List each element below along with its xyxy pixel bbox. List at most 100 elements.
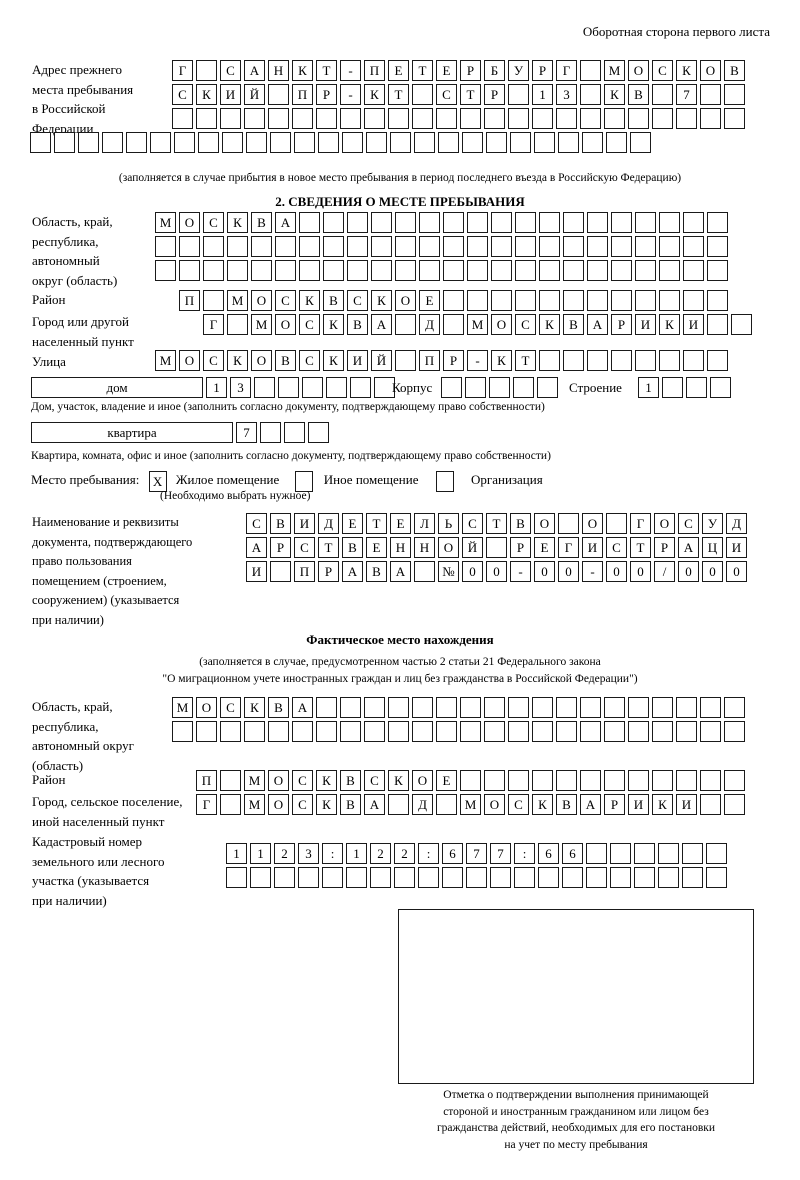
grid-cell[interactable]: 0 [702, 561, 723, 582]
grid-cell[interactable]: В [275, 350, 296, 371]
grid-cell[interactable]: В [251, 212, 272, 233]
grid-cell[interactable] [508, 697, 529, 718]
grid-cell[interactable] [198, 132, 219, 153]
grid-cell[interactable]: 7 [236, 422, 257, 443]
grid-cell[interactable]: К [371, 290, 392, 311]
grid-cell[interactable] [460, 108, 481, 129]
grid-cell[interactable]: А [364, 794, 385, 815]
grid-cell[interactable]: Т [460, 84, 481, 105]
grid-cell[interactable] [294, 132, 315, 153]
grid-cell[interactable] [659, 350, 680, 371]
grid-cell[interactable] [611, 212, 632, 233]
grid-cell[interactable] [508, 770, 529, 791]
grid-cell[interactable]: Т [366, 513, 387, 534]
grid-cell[interactable]: В [628, 84, 649, 105]
grid-cell[interactable]: Н [268, 60, 289, 81]
grid-cell[interactable] [587, 236, 608, 257]
checkbox-organizaciya[interactable] [435, 470, 454, 492]
grid-cell[interactable]: Д [318, 513, 339, 534]
grid-cell[interactable] [707, 236, 728, 257]
grid-cell[interactable]: И [628, 794, 649, 815]
grid-cell[interactable]: К [316, 794, 337, 815]
grid-cell[interactable] [514, 867, 535, 888]
grid-cell[interactable] [486, 537, 507, 558]
grid-cell[interactable] [340, 721, 361, 742]
grid-cell[interactable]: Р [318, 561, 339, 582]
grid-cell[interactable]: У [702, 513, 723, 534]
grid-cell[interactable] [707, 212, 728, 233]
grid-cell[interactable]: О [251, 290, 272, 311]
grid-cell[interactable] [484, 721, 505, 742]
grid-cell[interactable]: Т [318, 537, 339, 558]
grid-cell[interactable]: О [491, 314, 512, 335]
grid-cell[interactable]: С [606, 537, 627, 558]
grid-cell[interactable] [155, 260, 176, 281]
grid-cell[interactable] [652, 108, 673, 129]
grid-cell[interactable]: М [172, 697, 193, 718]
grid-cell[interactable]: И [726, 537, 747, 558]
grid-cell[interactable] [490, 867, 511, 888]
grid-cell[interactable]: В [724, 60, 745, 81]
grid-cell[interactable]: В [270, 513, 291, 534]
grid-cell[interactable]: 0 [462, 561, 483, 582]
grid-cell[interactable] [700, 721, 721, 742]
grid-cell[interactable] [724, 84, 745, 105]
grid-cell[interactable]: Т [388, 84, 409, 105]
grid-cell[interactable] [326, 377, 347, 398]
grid-cell[interactable]: К [316, 770, 337, 791]
grid-cell[interactable]: Ц [702, 537, 723, 558]
grid-cell[interactable]: А [292, 697, 313, 718]
grid-cell[interactable] [724, 770, 745, 791]
grid-cell[interactable] [658, 843, 679, 864]
grid-cell[interactable]: М [155, 212, 176, 233]
grid-cell[interactable]: И [582, 537, 603, 558]
grid-cell[interactable] [275, 236, 296, 257]
grid-cell[interactable] [537, 377, 558, 398]
grid-cell[interactable] [30, 132, 51, 153]
checkbox-zhiloe[interactable]: X [148, 470, 167, 492]
grid-cell[interactable]: 3 [556, 84, 577, 105]
grid-cell[interactable] [364, 108, 385, 129]
grid-cell[interactable] [510, 132, 531, 153]
grid-cell[interactable]: Р [443, 350, 464, 371]
grid-cell[interactable] [460, 770, 481, 791]
grid-cell[interactable] [371, 212, 392, 233]
grid-cell[interactable]: К [676, 60, 697, 81]
grid-cell[interactable] [724, 108, 745, 129]
grid-cell[interactable] [179, 260, 200, 281]
grid-cell[interactable]: Г [172, 60, 193, 81]
grid-cell[interactable] [443, 260, 464, 281]
grid-cell[interactable]: С [299, 350, 320, 371]
grid-cell[interactable] [443, 290, 464, 311]
grid-cell[interactable]: О [196, 697, 217, 718]
grid-cell[interactable] [604, 770, 625, 791]
grid-cell[interactable] [611, 290, 632, 311]
grid-cell[interactable]: А [371, 314, 392, 335]
grid-cell[interactable] [251, 236, 272, 257]
grid-cell[interactable] [610, 867, 631, 888]
grid-cell[interactable]: М [467, 314, 488, 335]
grid-cell[interactable]: О [534, 513, 555, 534]
grid-cell[interactable] [556, 108, 577, 129]
grid-cell[interactable] [724, 697, 745, 718]
grid-cell[interactable] [724, 721, 745, 742]
grid-cell[interactable] [611, 350, 632, 371]
grid-cell[interactable] [340, 697, 361, 718]
grid-cell[interactable] [436, 721, 457, 742]
grid-cell[interactable] [539, 290, 560, 311]
grid-cell[interactable] [580, 697, 601, 718]
grid-cell[interactable]: С [462, 513, 483, 534]
grid-cell[interactable]: У [508, 60, 529, 81]
grid-cell[interactable] [460, 721, 481, 742]
grid-cell[interactable]: О [628, 60, 649, 81]
grid-cell[interactable]: 7 [490, 843, 511, 864]
grid-cell[interactable] [366, 132, 387, 153]
grid-cell[interactable] [604, 697, 625, 718]
grid-cell[interactable]: К [604, 84, 625, 105]
grid-cell[interactable]: Р [460, 60, 481, 81]
grid-cell[interactable] [316, 697, 337, 718]
grid-cell[interactable] [395, 350, 416, 371]
grid-cell[interactable]: В [340, 794, 361, 815]
grid-cell[interactable] [316, 108, 337, 129]
grid-cell[interactable] [418, 867, 439, 888]
